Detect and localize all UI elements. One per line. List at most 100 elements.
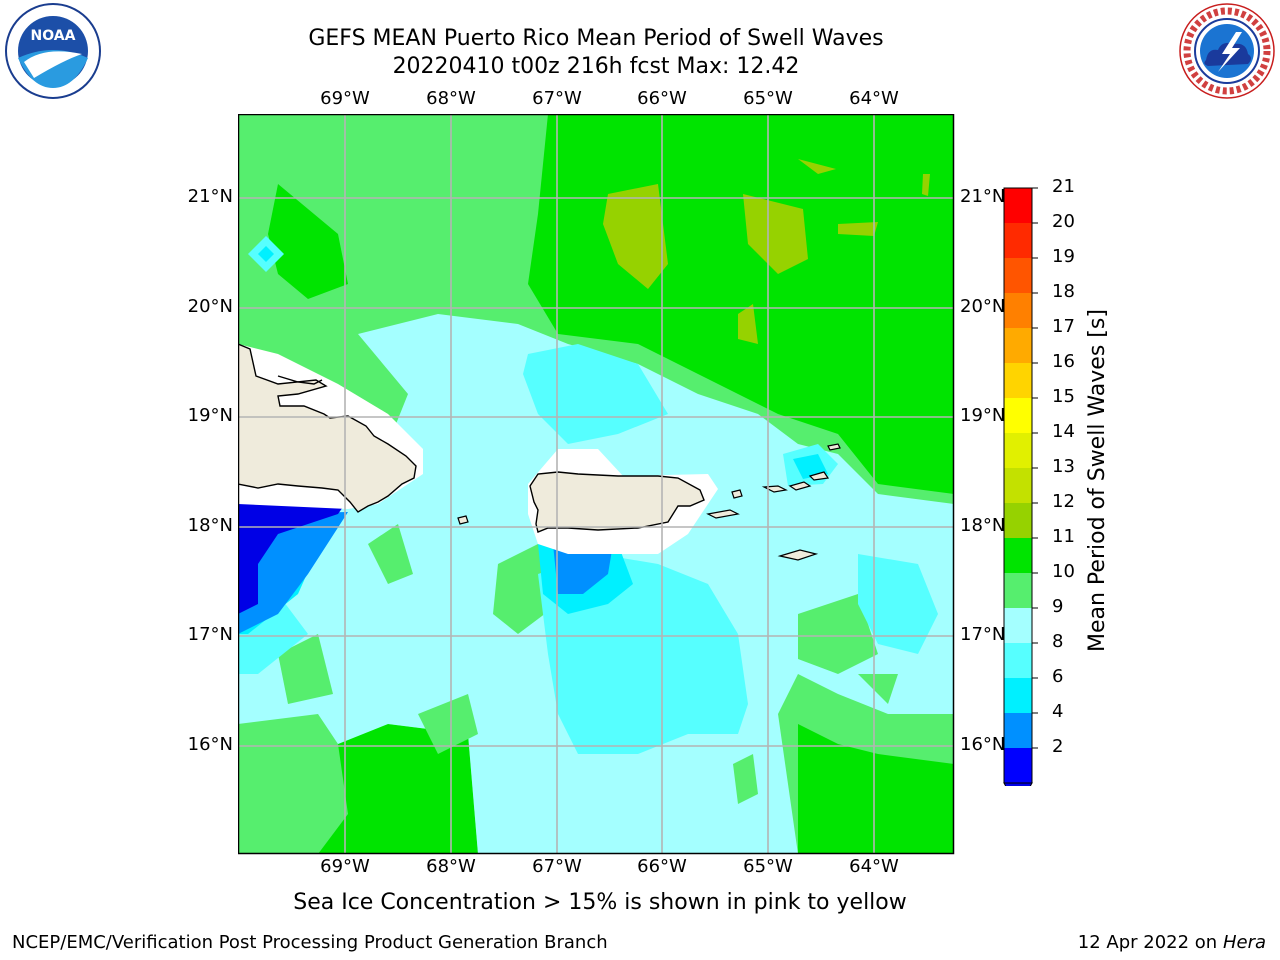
lon-label-bottom-64w: 64°W: [849, 856, 899, 877]
colorbar: [1003, 187, 1038, 786]
colorbar-tick-label: 4: [1052, 701, 1064, 722]
colorbar-tick-label: 14: [1052, 421, 1075, 442]
colorbar-tick-label: 13: [1052, 456, 1075, 477]
contour-6-8-central: [523, 344, 668, 444]
colorbar-tick-label: 2: [1052, 736, 1064, 757]
colorbar-segment-12: [1004, 608, 1032, 643]
lat-label-left-21n: 21°N: [187, 186, 233, 207]
lon-label-top-64w: 64°W: [849, 88, 899, 109]
colorbar-segment-0: [1004, 188, 1032, 223]
contour-10-11-se: [798, 724, 954, 854]
colorbar-tick-label: 20: [1052, 211, 1075, 232]
graticule: [238, 114, 954, 854]
lat-label-right-16n: 16°N: [960, 734, 1006, 755]
lat-label-left-17n: 17°N: [187, 624, 233, 645]
chart-title: GEFS MEAN Puerto Rico Mean Period of Swe…: [308, 26, 884, 51]
colorbar-tick-label: 17: [1052, 316, 1075, 337]
land-mona: [457, 515, 469, 525]
colorbar-segment-8: [1004, 468, 1032, 503]
land-vieques: [706, 509, 740, 519]
colorbar-tick-label: 11: [1052, 526, 1075, 547]
colorbar-label: Mean Period of Swell Waves [s]: [1085, 309, 1110, 652]
colorbar-segment-15: [1004, 713, 1032, 748]
lat-label-right-21n: 21°N: [960, 186, 1006, 207]
contour-4-6-nw-dot: [258, 246, 274, 262]
contour-10-11-sw: [318, 724, 478, 854]
land-st-croix: [777, 549, 819, 561]
noaa-logo-text: NOAA: [31, 28, 76, 44]
contour-9-10-patch-c: [278, 634, 333, 704]
contour-11-12-d: [798, 159, 836, 174]
land-tortola: [808, 471, 830, 481]
colorbar-segment-16: [1004, 748, 1032, 783]
colorbar-tick-label: 10: [1052, 561, 1075, 582]
colorbar-tick-label: 15: [1052, 386, 1075, 407]
contour-11-12-a: [603, 184, 668, 289]
lat-label-right-19n: 19°N: [960, 405, 1006, 426]
colorbar-tick-label: 18: [1052, 281, 1075, 302]
colorbar-segment-6: [1004, 398, 1032, 433]
contour-below-2-sw: [238, 500, 348, 614]
credit-text: NCEP/EMC/Verification Post Processing Pr…: [12, 932, 608, 953]
land-culebra: [731, 489, 743, 499]
lat-label-right-18n: 18°N: [960, 515, 1006, 536]
contour-9-10-patch-h: [733, 754, 758, 804]
colorbar-segment-5: [1004, 363, 1032, 398]
colorbar-tick-label: 8: [1052, 631, 1064, 652]
contour-6-8-se: [858, 554, 938, 654]
chart-subtitle: 20220410 t00z 216h fcst Max: 12.42: [392, 54, 800, 79]
colorbar-segment-1: [1004, 223, 1032, 258]
lon-label-bottom-69w: 69°W: [320, 856, 370, 877]
colorbar-tick-label: 6: [1052, 666, 1064, 687]
contour-11-12-b: [743, 194, 808, 274]
lat-label-left-16n: 16°N: [187, 734, 233, 755]
contour-2-4-south-pr: [553, 544, 613, 594]
colorbar-segment-14: [1004, 678, 1032, 713]
lat-label-right-17n: 17°N: [960, 624, 1006, 645]
contour-11-12-f: [922, 174, 930, 196]
contour-9-10-patch-a: [368, 524, 413, 584]
lat-label-left-18n: 18°N: [187, 515, 233, 536]
lat-label-left-20n: 20°N: [187, 296, 233, 317]
land-anegada: [827, 443, 841, 451]
colorbar-tick-label: 19: [1052, 246, 1075, 267]
colorbar-segment-2: [1004, 258, 1032, 293]
lon-label-top-67w: 67°W: [532, 88, 582, 109]
contour-9-10-patch-f: [858, 674, 898, 704]
colorbar-segment-3: [1004, 293, 1032, 328]
machine-name: Hera: [1222, 932, 1266, 953]
colorbar-tick-label: 21: [1052, 176, 1075, 197]
land-hispaniola-north-coast: [277, 375, 323, 385]
lon-label-bottom-66w: 66°W: [637, 856, 687, 877]
national-weather-service-logo: [1179, 3, 1275, 99]
contour-10-11-west: [268, 184, 348, 299]
contour-9-10-patch-e: [798, 594, 878, 674]
colorbar-tick-label: 12: [1052, 491, 1075, 512]
noaa-logo: NOAA: [5, 3, 101, 99]
swell-period-map: [238, 114, 955, 855]
colorbar-segment-10: [1004, 538, 1032, 573]
date-text: 12 Apr 2022 on Hera: [1078, 932, 1266, 953]
lon-label-bottom-65w: 65°W: [743, 856, 793, 877]
colorbar-segment-13: [1004, 643, 1032, 678]
colorbar-segment-9: [1004, 503, 1032, 538]
lon-label-top-69w: 69°W: [320, 88, 370, 109]
lat-label-right-20n: 20°N: [960, 296, 1006, 317]
lon-label-top-66w: 66°W: [637, 88, 687, 109]
lon-label-top-65w: 65°W: [743, 88, 793, 109]
contour-11-12-e: [738, 304, 758, 344]
lat-label-left-19n: 19°N: [187, 405, 233, 426]
land-hispaniola: [238, 343, 417, 513]
colorbar-segment-4: [1004, 328, 1032, 363]
contour-11-12-c: [838, 222, 878, 236]
land-st-john: [788, 481, 812, 491]
colorbar-border: [1003, 187, 1033, 784]
colorbar-segment-11: [1004, 573, 1032, 608]
land-st-thomas: [761, 485, 788, 493]
date-prefix: 12 Apr 2022 on: [1077, 932, 1223, 953]
lon-label-top-68w: 68°W: [426, 88, 476, 109]
colorbar-segment-7: [1004, 433, 1032, 468]
colorbar-tick-label: 9: [1052, 596, 1064, 617]
lon-label-bottom-68w: 68°W: [426, 856, 476, 877]
sea-ice-note: Sea Ice Concentration > 15% is shown in …: [293, 890, 907, 915]
